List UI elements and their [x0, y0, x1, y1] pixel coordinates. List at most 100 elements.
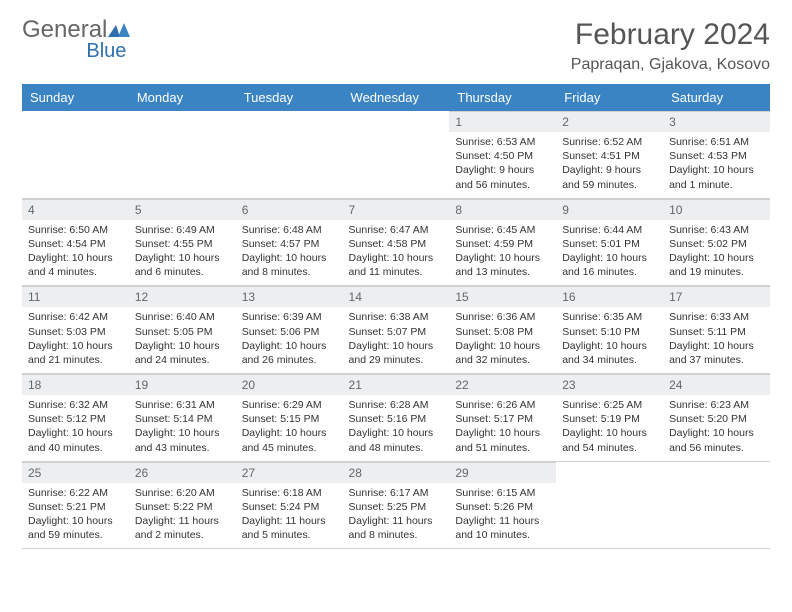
daylight-text: Daylight: 10 hours and 21 minutes. — [28, 339, 123, 367]
sunrise-text: Sunrise: 6:26 AM — [455, 398, 550, 412]
daylight-text: Daylight: 10 hours and 16 minutes. — [562, 251, 657, 279]
header: General Blue February 2024 Papraqan, Gja… — [22, 18, 770, 74]
daylight-text: Daylight: 10 hours and 45 minutes. — [242, 426, 337, 454]
calendar-cell — [129, 111, 236, 198]
sunrise-text: Sunrise: 6:42 AM — [28, 310, 123, 324]
day-body: Sunrise: 6:51 AMSunset: 4:53 PMDaylight:… — [663, 132, 770, 198]
day-number: 14 — [343, 286, 450, 307]
sunrise-text: Sunrise: 6:40 AM — [135, 310, 230, 324]
sunset-text: Sunset: 5:02 PM — [669, 237, 764, 251]
calendar-cell: 19Sunrise: 6:31 AMSunset: 5:14 PMDayligh… — [129, 374, 236, 462]
calendar-cell: 3Sunrise: 6:51 AMSunset: 4:53 PMDaylight… — [663, 111, 770, 198]
calendar-row: 25Sunrise: 6:22 AMSunset: 5:21 PMDayligh… — [22, 461, 770, 549]
sunrise-text: Sunrise: 6:45 AM — [455, 223, 550, 237]
daylight-text: Daylight: 9 hours and 59 minutes. — [562, 163, 657, 191]
location-text: Papraqan, Gjakova, Kosovo — [571, 56, 770, 74]
sunset-text: Sunset: 5:06 PM — [242, 325, 337, 339]
day-body: Sunrise: 6:26 AMSunset: 5:17 PMDaylight:… — [449, 395, 556, 461]
daylight-text: Daylight: 10 hours and 19 minutes. — [669, 251, 764, 279]
calendar-cell: 8Sunrise: 6:45 AMSunset: 4:59 PMDaylight… — [449, 198, 556, 286]
sunrise-text: Sunrise: 6:51 AM — [669, 135, 764, 149]
weekday-header: Thursday — [449, 84, 556, 111]
day-body: Sunrise: 6:23 AMSunset: 5:20 PMDaylight:… — [663, 395, 770, 461]
sunrise-text: Sunrise: 6:49 AM — [135, 223, 230, 237]
calendar-row: 4Sunrise: 6:50 AMSunset: 4:54 PMDaylight… — [22, 198, 770, 286]
logo-mark-icon — [108, 18, 130, 32]
calendar-cell: 14Sunrise: 6:38 AMSunset: 5:07 PMDayligh… — [343, 286, 450, 374]
day-body: Sunrise: 6:22 AMSunset: 5:21 PMDaylight:… — [22, 483, 129, 549]
sunrise-text: Sunrise: 6:48 AM — [242, 223, 337, 237]
daylight-text: Daylight: 10 hours and 43 minutes. — [135, 426, 230, 454]
sunset-text: Sunset: 5:10 PM — [562, 325, 657, 339]
day-number: 23 — [556, 374, 663, 395]
daylight-text: Daylight: 10 hours and 56 minutes. — [669, 426, 764, 454]
calendar-cell: 12Sunrise: 6:40 AMSunset: 5:05 PMDayligh… — [129, 286, 236, 374]
weekday-header-row: Sunday Monday Tuesday Wednesday Thursday… — [22, 84, 770, 111]
sunrise-text: Sunrise: 6:17 AM — [349, 486, 444, 500]
weekday-header: Sunday — [22, 84, 129, 111]
sunrise-text: Sunrise: 6:35 AM — [562, 310, 657, 324]
day-body: Sunrise: 6:20 AMSunset: 5:22 PMDaylight:… — [129, 483, 236, 549]
day-number: 20 — [236, 374, 343, 395]
day-number: 9 — [556, 199, 663, 220]
calendar-cell: 9Sunrise: 6:44 AMSunset: 5:01 PMDaylight… — [556, 198, 663, 286]
day-number: 6 — [236, 199, 343, 220]
weekday-header: Monday — [129, 84, 236, 111]
sunset-text: Sunset: 5:16 PM — [349, 412, 444, 426]
calendar-cell: 22Sunrise: 6:26 AMSunset: 5:17 PMDayligh… — [449, 374, 556, 462]
logo-word-general: General — [22, 18, 107, 42]
weekday-header: Friday — [556, 84, 663, 111]
calendar-cell: 28Sunrise: 6:17 AMSunset: 5:25 PMDayligh… — [343, 461, 450, 549]
day-number: 18 — [22, 374, 129, 395]
day-number: 21 — [343, 374, 450, 395]
day-number: 19 — [129, 374, 236, 395]
day-body: Sunrise: 6:52 AMSunset: 4:51 PMDaylight:… — [556, 132, 663, 198]
sunrise-text: Sunrise: 6:53 AM — [455, 135, 550, 149]
daylight-text: Daylight: 10 hours and 6 minutes. — [135, 251, 230, 279]
day-body: Sunrise: 6:53 AMSunset: 4:50 PMDaylight:… — [449, 132, 556, 198]
calendar-cell — [663, 461, 770, 549]
sunrise-text: Sunrise: 6:43 AM — [669, 223, 764, 237]
daylight-text: Daylight: 10 hours and 26 minutes. — [242, 339, 337, 367]
day-body: Sunrise: 6:47 AMSunset: 4:58 PMDaylight:… — [343, 220, 450, 286]
day-body: Sunrise: 6:18 AMSunset: 5:24 PMDaylight:… — [236, 483, 343, 549]
sunrise-text: Sunrise: 6:25 AM — [562, 398, 657, 412]
day-number: 4 — [22, 199, 129, 220]
calendar-cell: 4Sunrise: 6:50 AMSunset: 4:54 PMDaylight… — [22, 198, 129, 286]
sunrise-text: Sunrise: 6:29 AM — [242, 398, 337, 412]
day-number: 27 — [236, 462, 343, 483]
day-body: Sunrise: 6:42 AMSunset: 5:03 PMDaylight:… — [22, 307, 129, 373]
day-body: Sunrise: 6:31 AMSunset: 5:14 PMDaylight:… — [129, 395, 236, 461]
sunset-text: Sunset: 5:24 PM — [242, 500, 337, 514]
daylight-text: Daylight: 11 hours and 10 minutes. — [455, 514, 550, 542]
calendar-cell: 1Sunrise: 6:53 AMSunset: 4:50 PMDaylight… — [449, 111, 556, 198]
sunrise-text: Sunrise: 6:15 AM — [455, 486, 550, 500]
daylight-text: Daylight: 10 hours and 51 minutes. — [455, 426, 550, 454]
sunrise-text: Sunrise: 6:52 AM — [562, 135, 657, 149]
daylight-text: Daylight: 10 hours and 37 minutes. — [669, 339, 764, 367]
calendar-cell: 5Sunrise: 6:49 AMSunset: 4:55 PMDaylight… — [129, 198, 236, 286]
day-number: 2 — [556, 111, 663, 132]
day-number: 3 — [663, 111, 770, 132]
calendar-cell — [236, 111, 343, 198]
title-block: February 2024 Papraqan, Gjakova, Kosovo — [571, 18, 770, 74]
sunrise-text: Sunrise: 6:38 AM — [349, 310, 444, 324]
calendar-row: 18Sunrise: 6:32 AMSunset: 5:12 PMDayligh… — [22, 374, 770, 462]
day-number: 26 — [129, 462, 236, 483]
calendar-cell — [556, 461, 663, 549]
sunset-text: Sunset: 5:19 PM — [562, 412, 657, 426]
daylight-text: Daylight: 10 hours and 32 minutes. — [455, 339, 550, 367]
daylight-text: Daylight: 10 hours and 11 minutes. — [349, 251, 444, 279]
sunset-text: Sunset: 5:26 PM — [455, 500, 550, 514]
weekday-header: Wednesday — [343, 84, 450, 111]
sunset-text: Sunset: 5:07 PM — [349, 325, 444, 339]
sunset-text: Sunset: 5:22 PM — [135, 500, 230, 514]
sunrise-text: Sunrise: 6:33 AM — [669, 310, 764, 324]
sunrise-text: Sunrise: 6:20 AM — [135, 486, 230, 500]
logo-word-blue: Blue — [86, 41, 126, 61]
calendar-cell — [343, 111, 450, 198]
day-number: 15 — [449, 286, 556, 307]
sunset-text: Sunset: 4:58 PM — [349, 237, 444, 251]
sunrise-text: Sunrise: 6:44 AM — [562, 223, 657, 237]
day-body: Sunrise: 6:17 AMSunset: 5:25 PMDaylight:… — [343, 483, 450, 549]
